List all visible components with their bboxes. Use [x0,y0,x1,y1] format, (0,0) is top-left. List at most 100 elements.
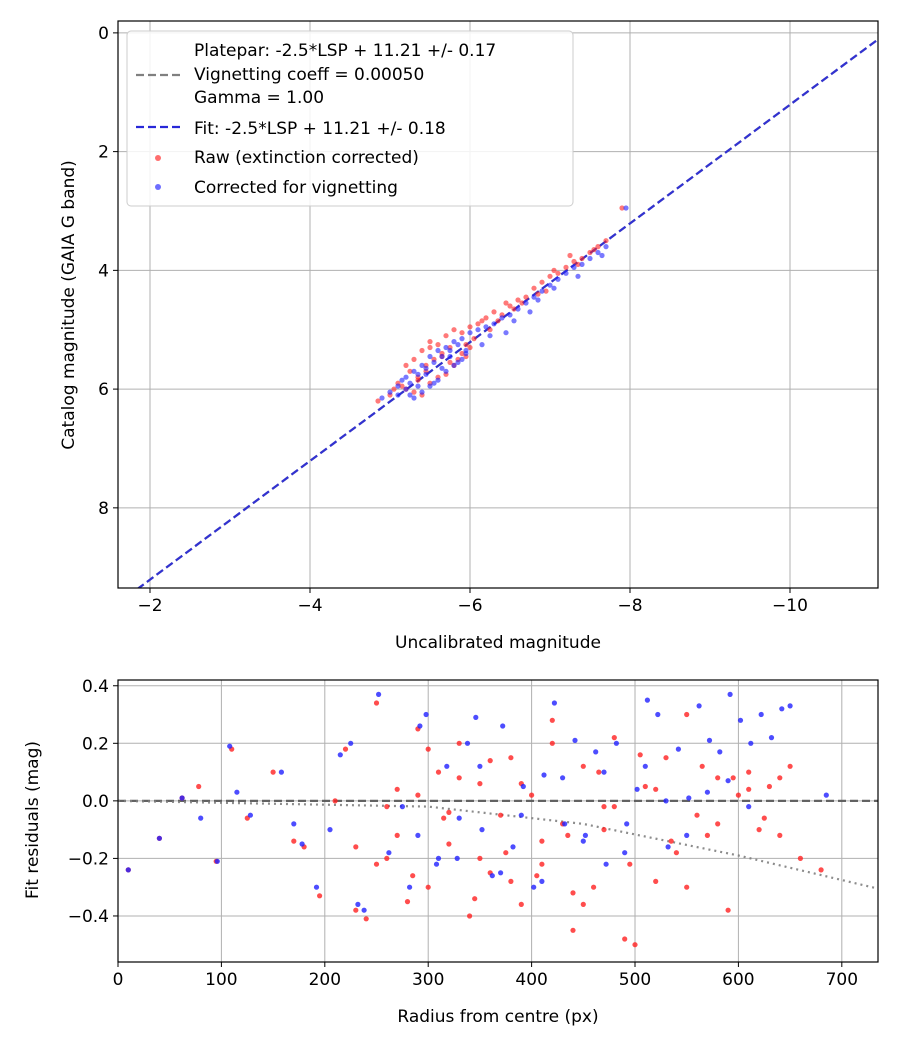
raw-point [570,927,576,933]
corrected-point [523,300,529,306]
raw-point [637,752,643,758]
x-tick-label: 500 [619,970,651,990]
corrected-point [156,835,162,841]
raw-point [459,350,465,357]
corrected-point [551,285,557,291]
raw-point [384,855,390,862]
raw-point [611,804,617,810]
corrected-point [675,746,682,752]
corrected-point [684,832,690,839]
raw-point [519,300,525,306]
corrected-point [399,804,405,810]
raw-point [353,907,359,913]
corrected-point [423,371,429,377]
corrected-point [748,740,754,746]
corrected-point [455,342,461,348]
corrected-point [433,861,440,867]
raw-point [684,711,690,718]
raw-point [317,893,323,899]
x-tick-label: −4 [297,596,322,616]
corrected-point [278,769,284,775]
raw-point [435,342,441,348]
corrected-point [337,752,343,758]
y-tick-label: 0.0 [82,792,109,812]
top-scatter-points [375,205,629,404]
raw-point [575,261,581,267]
corrected-point [572,737,578,744]
x-tick-label: 300 [412,970,444,990]
raw-point [523,294,529,300]
raw-point [619,205,625,211]
raw-point [549,740,555,746]
y-tick-label: 2 [98,143,109,163]
raw-point [730,775,736,781]
corrected-point [555,276,561,282]
corrected-point [407,884,413,890]
raw-point [375,398,381,404]
corrected-point [510,844,516,850]
raw-point [487,327,493,333]
raw-point [766,783,773,790]
corrected-point [467,330,473,336]
raw-point [565,832,571,839]
corrected-point [704,789,711,795]
corrected-point [599,252,605,259]
corrected-point [348,740,354,746]
raw-point [399,383,405,389]
raw-point [653,786,659,792]
raw-point [332,798,338,804]
corrected-point [535,297,541,303]
corrected-point [423,711,429,718]
corrected-point [403,374,409,380]
raw-point [587,249,593,256]
raw-point [511,306,517,312]
corrected-point [399,377,405,383]
corrected-point [447,347,453,354]
corrected-point [407,392,413,398]
corrected-point [727,691,733,698]
top-chart: −2 −4 −6 −8 −10 0 2 4 6 8 Uncalibrated magnitude… [59,20,879,653]
corrected-point [379,395,385,401]
corrected-point [444,763,450,769]
bottom-reference-lines [118,799,878,890]
raw-point [797,855,804,862]
corrected-point [179,795,185,801]
corrected-point [483,324,489,330]
y-tick-label: 0.4 [82,677,109,697]
corrected-point [539,288,545,294]
corrected-point [696,703,702,709]
y-tick-label: 0.2 [82,734,109,754]
raw-point [580,763,586,769]
raw-point [353,844,359,850]
raw-point [411,389,417,395]
raw-point [535,291,541,297]
corrected-point [479,342,485,348]
raw-point [451,327,457,333]
raw-point [503,300,509,306]
raw-point [446,841,452,847]
raw-point [555,270,561,276]
corrected-point [463,347,469,354]
corrected-point [477,763,483,769]
corrected-point [779,706,785,712]
corrected-point [299,841,305,847]
corrected-point [623,205,629,211]
raw-point [632,942,638,948]
raw-point [549,717,555,723]
raw-point [694,812,700,818]
corrected-point [464,740,471,746]
corrected-point [531,884,537,890]
corrected-point [541,772,547,778]
y-tick-label: 8 [98,499,109,519]
raw-point [196,783,202,790]
corrected-point [387,389,393,395]
raw-point [570,890,576,896]
corrected-point [551,700,558,706]
raw-point [529,792,535,798]
corrected-point [419,389,425,395]
corrected-point [518,812,524,818]
corrected-point [395,392,401,398]
raw-point [498,812,504,818]
corrected-point [489,873,495,879]
corrected-point [663,798,669,804]
